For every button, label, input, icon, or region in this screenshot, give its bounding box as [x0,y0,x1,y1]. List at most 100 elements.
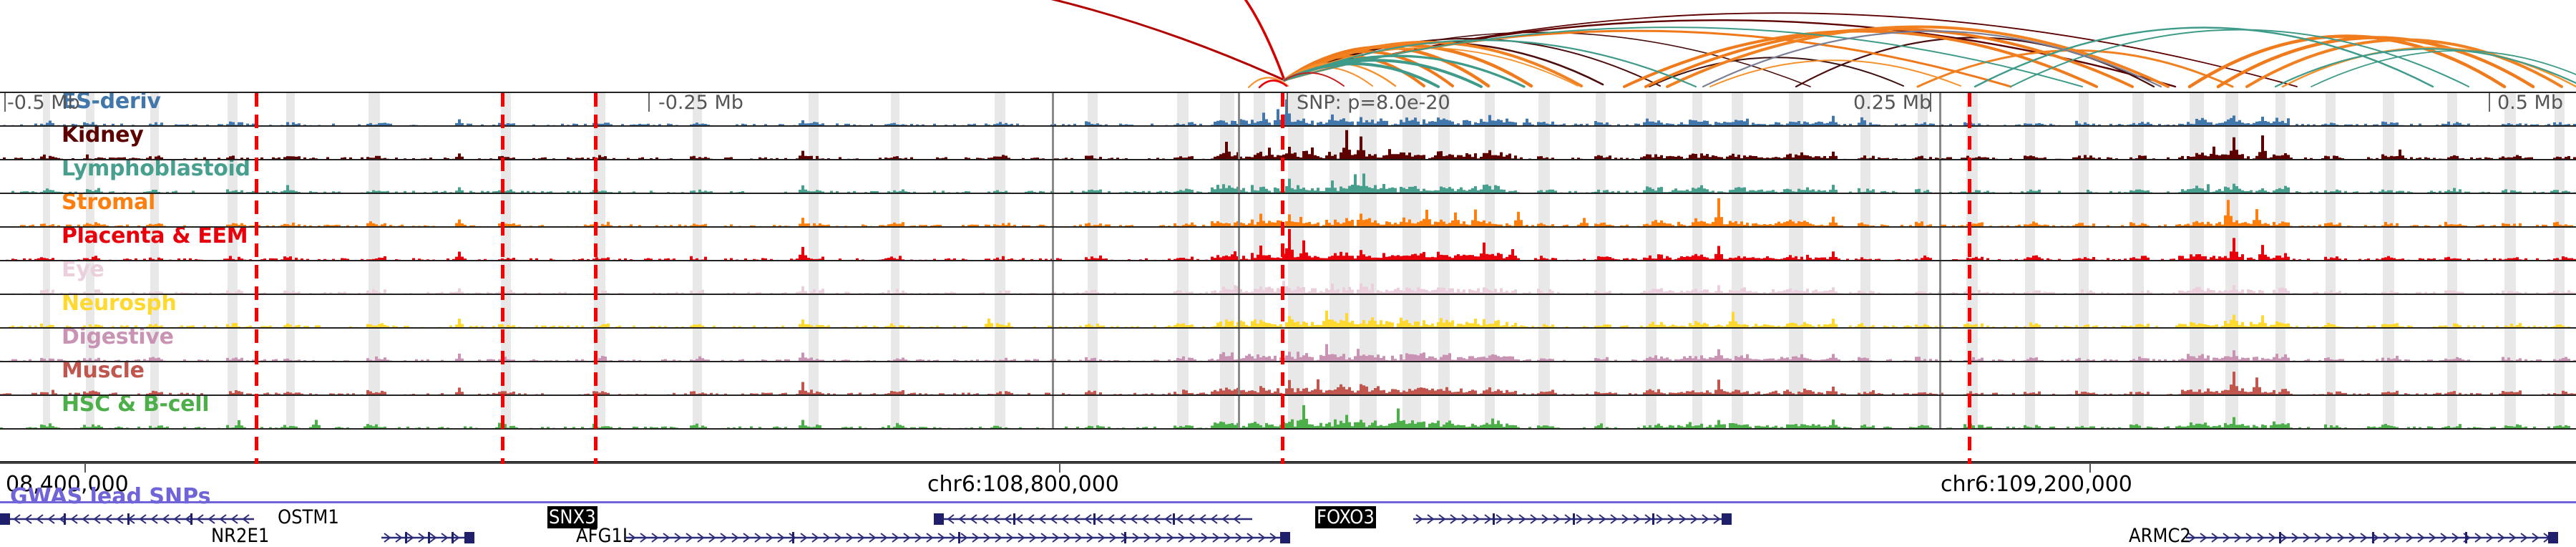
dhs-shaded-region [1732,329,1743,361]
dhs-shaded-region [1438,93,1450,125]
dhs-shaded-region [2383,329,2394,361]
dhs-shaded-region [2132,127,2144,159]
dhs-shaded-region [1288,261,1304,294]
dhs-shaded-region [228,127,238,159]
dhs-shaded-region [2275,127,2285,159]
dhs-shaded-region [2326,194,2336,226]
gene-label-foxo3[interactable]: FOXO3 [1315,506,1376,528]
dhs-shaded-region [891,295,899,327]
signal-track-muscle[interactable]: Muscle [0,362,2576,396]
grey-marker-line [1939,329,1941,361]
dhs-shaded-region [1254,160,1265,193]
signal-track-digestive[interactable]: Digestive [0,329,2576,362]
dhs-shaded-region [1177,194,1189,226]
dhs-shaded-region [369,228,380,260]
dhs-shaded-region [1254,127,1265,159]
signal-track-es-deriv[interactable]: ES-deriv [0,93,2576,127]
axis-label: chr6:109,200,000 [1941,472,2132,497]
dhs-shaded-region [150,93,159,125]
dhs-shaded-region [1538,93,1550,125]
gene-body[interactable] [1413,511,1732,527]
signal-track-kidney[interactable]: Kidney [0,127,2576,160]
dhs-shaded-region [2025,295,2035,327]
dhs-shaded-region [1789,261,1803,294]
dhs-shaded-region [2079,362,2089,394]
dhs-shaded-region [1596,194,1606,226]
dhs-shaded-region [809,228,819,260]
dhs-shaded-region [2326,396,2336,428]
grey-marker-line [1939,295,1941,327]
gene-label-afg1l[interactable]: AFG1L [576,525,633,547]
dhs-shaded-region [1538,194,1550,226]
dhs-shaded-region [1789,194,1803,226]
dhs-shaded-region [1596,329,1606,361]
gene-label-nr2e1[interactable]: NR2E1 [211,525,270,547]
signal-wave [0,99,2576,125]
dhs-shaded-region [693,329,702,361]
dhs-shaded-region [2275,396,2285,428]
dhs-shaded-region [1732,194,1743,226]
dhs-shaded-region [1088,329,1098,361]
signal-track-panel: ES-deriv Kidney Lymphoblastoid Stromal Place… [0,92,2576,464]
gene-body[interactable] [0,511,254,527]
gene-body[interactable] [626,530,1290,546]
dhs-shaded-region [1177,295,1189,327]
signal-track-hsc-b-cell[interactable]: HSC & B-cell [0,396,2576,430]
snp-marker-line[interactable] [1281,93,1284,464]
dhs-shaded-region [2275,194,2285,226]
dhs-shaded-region [228,362,238,394]
dhs-shaded-region [693,261,702,294]
dhs-shaded-region [2025,261,2035,294]
gene-label-ostm1[interactable]: OSTM1 [278,506,339,528]
dhs-shaded-region [2132,228,2144,260]
dhs-shaded-region [86,127,94,159]
dhs-shaded-region [1438,396,1450,428]
dhs-shaded-region [1438,160,1450,193]
dhs-shaded-region [43,362,50,394]
track-label-digestive: Digestive [62,329,174,349]
dhs-shaded-region [150,329,159,361]
dhs-shaded-region [1177,228,1189,260]
grey-marker-line [1939,93,1941,125]
dhs-shaded-region [1789,295,1803,327]
signal-wave [0,310,2576,327]
gene-label-armc2[interactable]: ARMC2 [2129,525,2191,547]
dhs-shaded-region [2079,329,2089,361]
dhs-shaded-region [2555,295,2565,327]
gene-body[interactable] [2186,530,2558,546]
dhs-shaded-region [1692,329,1702,361]
dhs-shaded-region [1860,261,1870,294]
signal-track-stromal[interactable]: Stromal [0,194,2576,228]
dhs-shaded-region [286,329,295,361]
dhs-shaded-region [2025,93,2035,125]
dhs-shaded-region [1646,93,1657,125]
dhs-shaded-region [1088,295,1098,327]
dhs-shaded-region [2383,160,2394,193]
dhs-shaded-region [1596,362,1606,394]
dhs-shaded-region [1288,329,1304,361]
axis-label: chr6:108,800,000 [927,472,1119,497]
dhs-shaded-region [2383,295,2394,327]
dhs-shaded-region [86,194,94,226]
signal-track-placenta-eem[interactable]: Placenta & EEM [0,228,2576,261]
dhs-shaded-region [228,396,238,428]
dhs-shaded-region [369,396,380,428]
dhs-shaded-region [2447,160,2457,193]
dhs-shaded-region [1288,362,1304,394]
dhs-shaded-region [1177,261,1189,294]
dhs-shaded-region [2326,160,2336,193]
dhs-shaded-region [369,160,380,193]
gene-label-snx3[interactable]: SNX3 [547,506,597,528]
gene-body[interactable] [381,530,474,546]
dhs-shaded-region [150,127,159,159]
signal-track-neurosph[interactable]: Neurosph [0,295,2576,329]
gene-body[interactable] [934,511,1252,527]
signal-track-lymphoblastoid[interactable]: Lymphoblastoid [0,160,2576,194]
dhs-shaded-region [1220,93,1234,125]
dhs-shaded-region [2132,396,2144,428]
dhs-shaded-region [43,160,50,193]
dhs-shaded-region [2447,396,2457,428]
signal-track-eye[interactable]: Eye [0,261,2576,295]
grey-marker-line [1238,194,1240,226]
dhs-shaded-region [1438,329,1450,361]
